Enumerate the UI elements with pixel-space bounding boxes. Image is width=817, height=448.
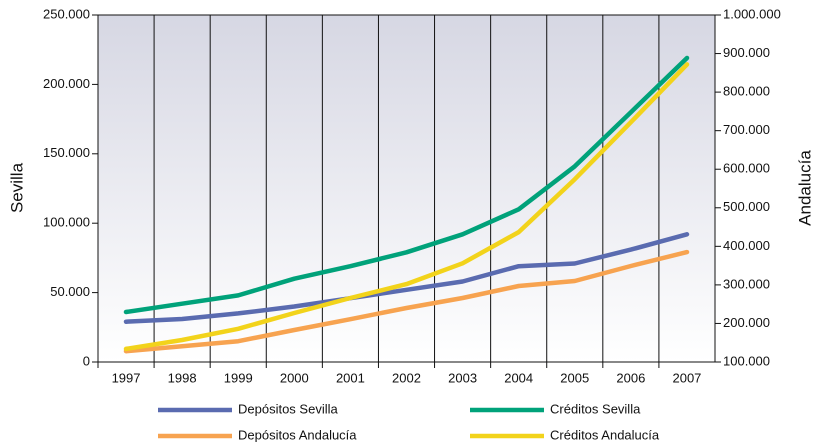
y2-tick-label: 1.000.000 (723, 6, 781, 21)
x-tick-label: 2002 (392, 370, 421, 385)
plot-frame (97, 14, 716, 363)
y2-tick-label: 700.000 (723, 122, 770, 137)
y2-axis-title: Andalucía (795, 150, 814, 226)
x-tick-label: 1997 (112, 370, 141, 385)
legend-label: Créditos Andalucía (550, 427, 660, 442)
y-tick-label: 250.000 (43, 6, 90, 21)
y-tick-label: 50.000 (50, 284, 90, 299)
series-line (123, 55, 690, 315)
y2-tick-label: 900.000 (723, 45, 770, 60)
y2-tick-label: 200.000 (723, 315, 770, 330)
y-tick-label: 100.000 (43, 215, 90, 230)
x-tick-label: 2006 (616, 370, 645, 385)
y2-tick-label: 100.000 (723, 353, 770, 368)
y2-tick-label: 500.000 (723, 199, 770, 214)
x-tick-label: 2000 (280, 370, 309, 385)
legend-label: Créditos Sevilla (550, 401, 641, 416)
x-tick-label: 1998 (168, 370, 197, 385)
x-tick-label: 2007 (672, 370, 701, 385)
series-line (123, 62, 690, 352)
y-tick-label: 200.000 (43, 76, 90, 91)
y2-tick-label: 600.000 (723, 161, 770, 176)
x-tick-label: 2001 (336, 370, 365, 385)
plot-area (98, 15, 715, 362)
y-axis-title: Sevilla (7, 162, 26, 213)
y-tick-label: 0 (83, 353, 90, 368)
x-tick-label: 2003 (448, 370, 477, 385)
x-tick-label: 1999 (224, 370, 253, 385)
y2-tick-label: 800.000 (723, 84, 770, 99)
y-tick-label: 150.000 (43, 145, 90, 160)
x-tick-label: 2004 (504, 370, 533, 385)
y2-tick-label: 300.000 (723, 276, 770, 291)
legend-label: Depósitos Sevilla (238, 401, 338, 416)
series-line (123, 249, 690, 354)
legend-label: Depósitos Andalucía (238, 427, 357, 442)
y2-tick-label: 400.000 (723, 238, 770, 253)
x-tick-label: 2005 (560, 370, 589, 385)
series-line (123, 232, 690, 324)
